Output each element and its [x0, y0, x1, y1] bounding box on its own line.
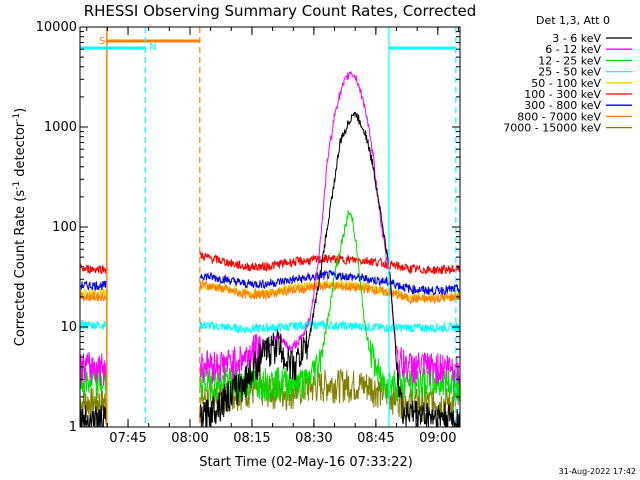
series-line-6 [79, 269, 460, 297]
x-tick-label: 08:00 [171, 431, 208, 446]
y-axis-title-exponent: -1 [12, 181, 22, 190]
series-line-7 [79, 279, 461, 306]
chart-title: RHESSI Observing Summary Count Rates, Co… [84, 2, 477, 20]
x-axis: 07:45 08:00 08:15 08:30 08:45 09:00 [86, 27, 459, 446]
y-tick-label: 1 [69, 420, 77, 435]
y-tick-label: 10 [60, 320, 77, 335]
x-tick-label: 07:45 [109, 431, 146, 446]
interval-markers: SN [80, 27, 457, 427]
series-line-5 [79, 251, 461, 276]
legend-label: 7000 - 15000 keV [503, 122, 601, 135]
x-tick-label: 09:00 [419, 431, 456, 446]
legend-label: 12 - 25 keV [538, 54, 601, 67]
x-axis-title: Start Time (02-May-16 07:33:22) [199, 455, 413, 470]
x-tick-label: 08:15 [233, 431, 270, 446]
x-tick-label: 08:30 [295, 431, 332, 446]
footer-date: 31-Aug-2022 17:42 [559, 467, 636, 476]
night-label: N [149, 42, 156, 53]
legend-label: 25 - 50 keV [538, 66, 601, 79]
x-tick-label: 08:45 [357, 431, 394, 446]
y-tick-label: 1000 [44, 120, 77, 135]
legend-title: Det 1,3, Att 0 [536, 14, 610, 27]
saa-label: S [99, 36, 105, 47]
y-axis-title-exponent: -1 [12, 113, 22, 122]
y-tick-label: 100 [52, 220, 77, 235]
legend-label: 6 - 12 keV [545, 43, 601, 56]
y-axis-title: Corrected Count Rate (s-1 detector-1) [12, 108, 28, 346]
y-axis: 1 10 100 1000 10000 [36, 20, 460, 435]
y-axis-title-part: detector [13, 121, 28, 181]
y-axis-title-part: ) [13, 108, 28, 113]
y-axis-title-part: Corrected Count Rate (s [13, 190, 28, 347]
legend-label: 800 - 7000 keV [517, 110, 601, 123]
legend-label: 50 - 100 keV [531, 77, 601, 90]
y-tick-label: 10000 [36, 20, 77, 35]
legend-label: 100 - 300 keV [524, 88, 601, 101]
series-line-1 [79, 70, 461, 386]
legend-label: 300 - 800 keV [524, 99, 601, 112]
legend-label: 3 - 6 keV [552, 32, 601, 45]
